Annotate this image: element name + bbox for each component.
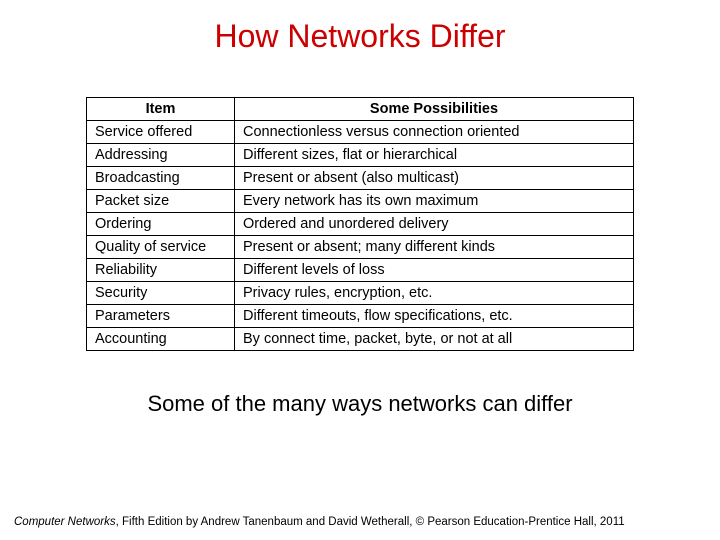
table-header-row: Item Some Possibilities <box>87 98 634 121</box>
cell-poss: Different levels of loss <box>235 259 634 282</box>
footer-rest: , Fifth Edition by Andrew Tanenbaum and … <box>116 516 625 528</box>
cell-poss: Different timeouts, flow specifications,… <box>235 305 634 328</box>
table-row: AccountingBy connect time, packet, byte,… <box>87 328 634 351</box>
table-row: OrderingOrdered and unordered delivery <box>87 213 634 236</box>
table-row: BroadcastingPresent or absent (also mult… <box>87 167 634 190</box>
col-header-item: Item <box>87 98 235 121</box>
cell-poss: By connect time, packet, byte, or not at… <box>235 328 634 351</box>
cell-item: Ordering <box>87 213 235 236</box>
cell-item: Accounting <box>87 328 235 351</box>
table-row: ParametersDifferent timeouts, flow speci… <box>87 305 634 328</box>
cell-item: Service offered <box>87 121 235 144</box>
table-row: Quality of servicePresent or absent; man… <box>87 236 634 259</box>
cell-item: Broadcasting <box>87 167 235 190</box>
networks-table: Item Some Possibilities Service offeredC… <box>86 97 634 351</box>
cell-poss: Connectionless versus connection oriente… <box>235 121 634 144</box>
slide-footer: Computer Networks, Fifth Edition by Andr… <box>14 516 625 528</box>
table-row: Service offeredConnectionless versus con… <box>87 121 634 144</box>
slide-title: How Networks Differ <box>214 18 505 55</box>
col-header-possibilities: Some Possibilities <box>235 98 634 121</box>
cell-poss: Ordered and unordered delivery <box>235 213 634 236</box>
table-row: ReliabilityDifferent levels of loss <box>87 259 634 282</box>
table-row: Packet sizeEvery network has its own max… <box>87 190 634 213</box>
cell-item: Quality of service <box>87 236 235 259</box>
footer-book: Computer Networks <box>14 516 116 528</box>
cell-poss: Present or absent; many different kinds <box>235 236 634 259</box>
cell-item: Addressing <box>87 144 235 167</box>
slide-caption: Some of the many ways networks can diffe… <box>147 391 572 417</box>
table-row: SecurityPrivacy rules, encryption, etc. <box>87 282 634 305</box>
cell-item: Packet size <box>87 190 235 213</box>
cell-poss: Present or absent (also multicast) <box>235 167 634 190</box>
cell-item: Security <box>87 282 235 305</box>
slide: How Networks Differ Item Some Possibilit… <box>0 0 720 540</box>
cell-poss: Different sizes, flat or hierarchical <box>235 144 634 167</box>
cell-poss: Privacy rules, encryption, etc. <box>235 282 634 305</box>
table-row: AddressingDifferent sizes, flat or hiera… <box>87 144 634 167</box>
cell-poss: Every network has its own maximum <box>235 190 634 213</box>
cell-item: Parameters <box>87 305 235 328</box>
cell-item: Reliability <box>87 259 235 282</box>
